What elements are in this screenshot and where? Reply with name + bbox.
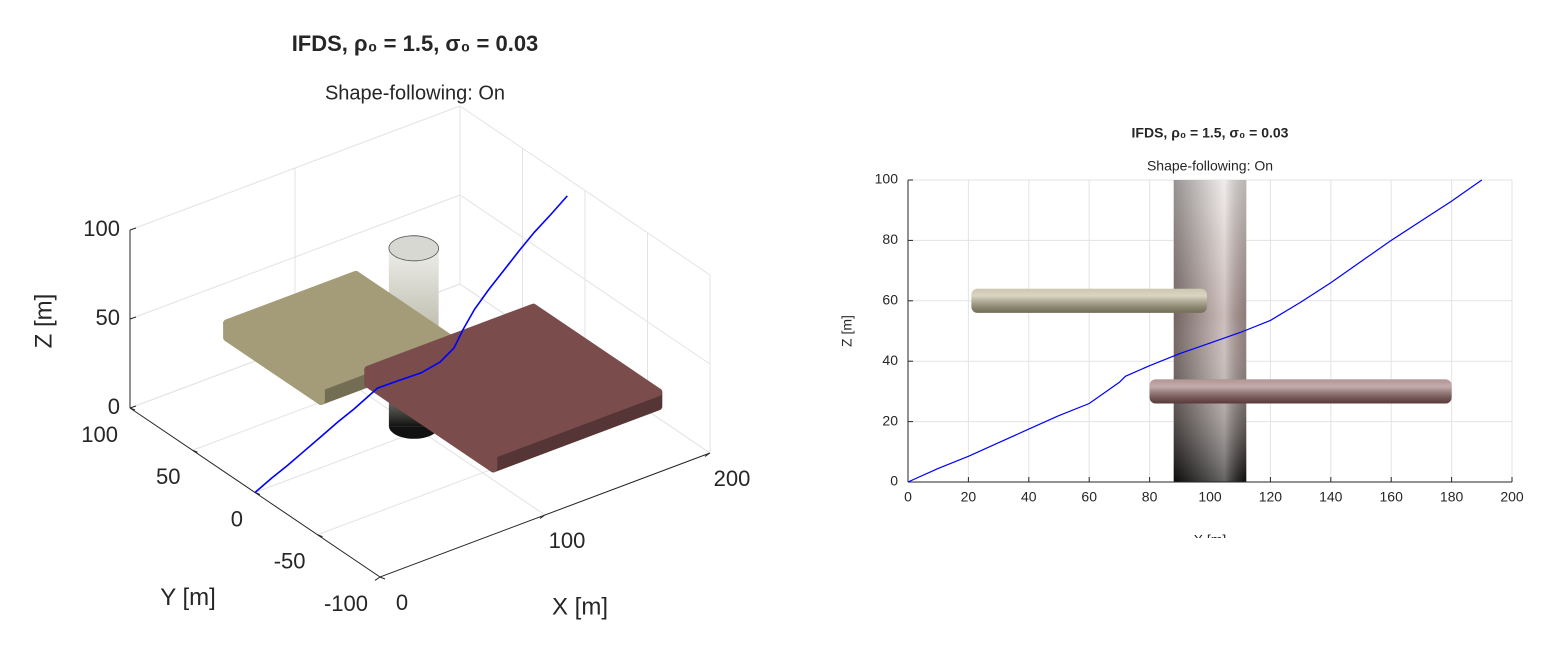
x-tick-label: 140 bbox=[1319, 489, 1343, 505]
y-axis-label: Z [m] bbox=[839, 315, 855, 347]
trajectory bbox=[254, 195, 568, 494]
z-tick-label: 50 bbox=[96, 305, 120, 330]
y-tick-label: 50 bbox=[156, 464, 180, 489]
z-tick-label: 0 bbox=[108, 394, 120, 419]
x-tick-label: 200 bbox=[714, 466, 751, 491]
obstacle-shading bbox=[971, 288, 1207, 313]
grid-line bbox=[129, 194, 461, 320]
chart-subtitle: Shape-following: On bbox=[325, 82, 505, 104]
x-tick-label: 80 bbox=[1142, 489, 1158, 505]
grid-line bbox=[129, 105, 461, 231]
x-tick-label: 160 bbox=[1380, 489, 1404, 505]
y-tick-label: -50 bbox=[274, 549, 306, 574]
x-tick bbox=[374, 576, 381, 581]
z-tick-label: 100 bbox=[83, 216, 120, 241]
y-tick-label: 100 bbox=[81, 422, 118, 447]
y-tick-label: 60 bbox=[882, 292, 898, 308]
x-axis bbox=[379, 452, 711, 578]
y-tick-label: 0 bbox=[231, 506, 243, 531]
x-tick-label: 40 bbox=[1021, 489, 1037, 505]
x-axis-label: X [m] bbox=[1194, 532, 1227, 548]
x-tick-label: 60 bbox=[1081, 489, 1097, 505]
grid-line bbox=[459, 194, 711, 365]
x-tick-label: 200 bbox=[1500, 489, 1524, 505]
y-tick-label: 40 bbox=[882, 352, 898, 368]
obstacle-cylinder-top bbox=[388, 235, 440, 262]
y-tick bbox=[379, 576, 386, 580]
obstacle-shading bbox=[1149, 379, 1452, 404]
trajectory bbox=[907, 179, 1483, 483]
obstacle-shading bbox=[1173, 180, 1247, 482]
z-tick bbox=[129, 227, 137, 231]
y-tick-label: -100 bbox=[324, 591, 368, 616]
z-axis-label: Z [m] bbox=[30, 294, 57, 349]
y-axis-label: Y [m] bbox=[160, 584, 216, 611]
chart-title: IFDS, ρ₀ = 1.5, σ₀ = 0.03 bbox=[292, 31, 539, 56]
x-tick-label: 0 bbox=[904, 489, 912, 505]
axes-2d: IFDS, ρ₀ = 1.5, σ₀ = 0.03 Shape-following… bbox=[839, 125, 1524, 548]
x-axis-label: X [m] bbox=[552, 593, 608, 620]
x-tick-label: 100 bbox=[1198, 489, 1222, 505]
x-tick-label: 20 bbox=[961, 489, 977, 505]
axes-3d: IFDS, ρ₀ = 1.5, σ₀ = 0.03 Shape-following… bbox=[30, 31, 750, 621]
x-tick-label: 120 bbox=[1259, 489, 1283, 505]
grid-line bbox=[459, 105, 711, 276]
y-tick-label: 0 bbox=[890, 473, 898, 489]
chart-title: IFDS, ρ₀ = 1.5, σ₀ = 0.03 bbox=[1132, 125, 1289, 141]
x-tick-label: 0 bbox=[396, 590, 408, 615]
obstacle-box-top bbox=[364, 303, 663, 459]
y-tick-label: 80 bbox=[882, 231, 898, 247]
x-tick-label: 100 bbox=[549, 528, 586, 553]
z-tick bbox=[129, 405, 137, 409]
chart-subtitle: Shape-following: On bbox=[1147, 158, 1273, 174]
z-tick bbox=[129, 316, 137, 320]
y-tick-label: 20 bbox=[882, 412, 898, 428]
x-tick-label: 180 bbox=[1440, 489, 1464, 505]
y-tick-label: 100 bbox=[875, 171, 899, 187]
